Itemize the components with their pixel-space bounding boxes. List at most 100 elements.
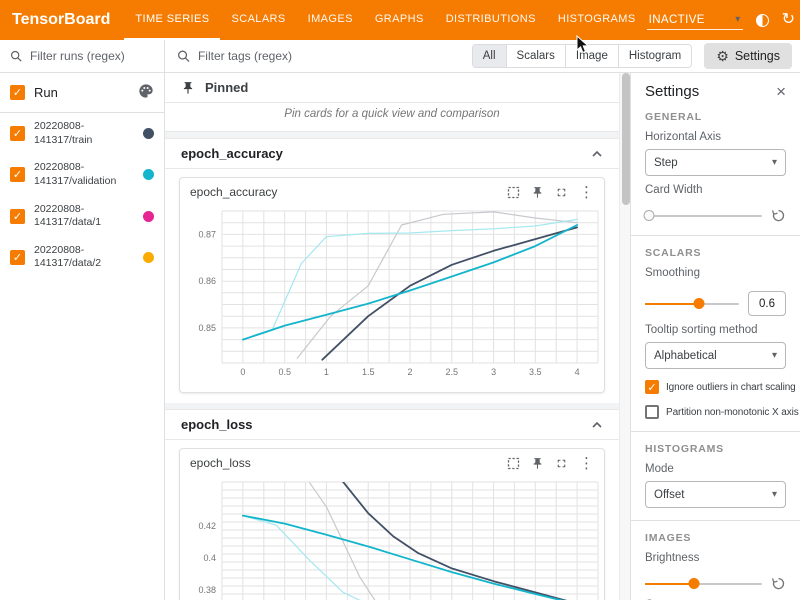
select-all-runs-checkbox[interactable]: ✓: [10, 85, 25, 100]
fullscreen-icon[interactable]: [555, 186, 568, 199]
more-options-icon[interactable]: ⋮: [579, 184, 594, 201]
svg-text:0.5: 0.5: [278, 367, 291, 377]
ignore-outliers-label: Ignore outliers in chart scaling: [666, 381, 796, 393]
tab-scalars[interactable]: SCALARS: [231, 13, 286, 25]
svg-text:0.87: 0.87: [198, 229, 216, 239]
svg-text:1.5: 1.5: [362, 367, 375, 377]
run-row-train[interactable]: ✓ 20220808- 141317/train: [0, 113, 164, 154]
tooltip-sorting-label: Tooltip sorting method: [645, 324, 758, 336]
reload-status-value: INACTIVE: [648, 13, 705, 26]
filter-runs-input[interactable]: [30, 49, 154, 63]
partition-x-axis-label: Partition non-monotonic X axis: [666, 406, 799, 418]
settings-button[interactable]: ⚙ Settings: [704, 43, 792, 69]
epoch-accuracy-card: epoch_accuracy ⋮ 0.85 0.86 0.87 0 0.5 1 1.5 2 2.…: [179, 177, 605, 393]
card-title: epoch_accuracy: [190, 185, 278, 199]
epoch-loss-chart[interactable]: 0.360.380.40.4200.511.522.533.54: [180, 472, 604, 600]
chevron-down-icon: ▾: [771, 157, 777, 168]
svg-text:2.5: 2.5: [446, 367, 459, 377]
chevron-up-icon[interactable]: [591, 150, 603, 158]
run-name: 20220808- 141317/data/2: [34, 243, 102, 270]
svg-text:0.42: 0.42: [198, 521, 216, 531]
card-width-slider[interactable]: [643, 209, 762, 221]
ignore-outliers-checkbox[interactable]: ✓: [645, 380, 659, 394]
fit-domain-icon[interactable]: [507, 457, 520, 470]
run-row-data-2[interactable]: ✓ 20220808- 141317/data/2: [0, 237, 164, 278]
runs-header-label: Run: [34, 85, 58, 100]
smoothing-label: Smoothing: [645, 267, 700, 279]
more-options-icon[interactable]: ⋮: [579, 455, 594, 472]
pinned-empty-message: Pin cards for a quick view and compariso…: [165, 103, 619, 132]
run-checkbox[interactable]: ✓: [10, 249, 25, 265]
app-header: TensorBoard TIME SERIES SCALARS IMAGES G…: [0, 0, 800, 40]
vertical-scrollbar[interactable]: [619, 73, 630, 600]
check-icon: ✓: [12, 87, 23, 99]
palette-icon[interactable]: [138, 83, 154, 102]
check-icon: ✓: [12, 251, 23, 264]
brightness-slider[interactable]: [645, 577, 762, 589]
tab-time-series[interactable]: TIME SERIES: [124, 0, 221, 40]
general-section-heading: GENERAL: [645, 111, 702, 123]
partition-x-axis-checkbox[interactable]: [645, 405, 659, 419]
check-icon: ✓: [647, 381, 657, 394]
reset-icon[interactable]: [771, 576, 786, 591]
run-name: 20220808- 141317/validation: [34, 161, 117, 187]
check-icon: ✓: [12, 169, 23, 182]
section-epoch-loss[interactable]: epoch_loss: [165, 410, 619, 440]
tab-distributions[interactable]: DISTRIBUTIONS: [445, 13, 536, 25]
tags-filter-bar: [177, 49, 464, 63]
tab-histograms[interactable]: HISTOGRAMS: [557, 13, 636, 25]
svg-text:2: 2: [407, 367, 412, 377]
header-actions: INACTIVE ▾ ↻ ⚙ ?: [646, 11, 800, 30]
run-row-data-1[interactable]: ✓ 20220808- 141317/data/1: [0, 196, 164, 237]
fit-domain-icon[interactable]: [507, 186, 520, 199]
filter-image-button[interactable]: Image: [564, 45, 618, 67]
svg-text:0: 0: [240, 367, 245, 377]
refresh-icon[interactable]: ↻: [781, 11, 796, 28]
check-icon: ✓: [12, 210, 23, 223]
search-icon: [178, 50, 190, 63]
pin-icon[interactable]: [531, 186, 544, 199]
reset-icon[interactable]: [771, 208, 786, 223]
pin-icon[interactable]: [531, 457, 544, 470]
cards-scroll-area[interactable]: Pinned Pin cards for a quick view and co…: [165, 73, 619, 600]
settings-panel-title: Settings: [645, 83, 700, 100]
filter-histogram-button[interactable]: Histogram: [617, 45, 692, 67]
svg-text:1: 1: [324, 367, 329, 377]
run-checkbox[interactable]: ✓: [10, 167, 25, 183]
run-checkbox[interactable]: ✓: [10, 208, 25, 224]
runs-header-row: ✓ Run: [0, 73, 164, 113]
scrollbar-thumb[interactable]: [621, 73, 630, 205]
tab-graphs[interactable]: GRAPHS: [374, 13, 424, 25]
run-name: 20220808- 141317/train: [34, 120, 93, 146]
chevron-down-icon: ▾: [771, 489, 777, 500]
section-epoch-accuracy[interactable]: epoch_accuracy: [165, 139, 619, 169]
tab-images[interactable]: IMAGES: [307, 13, 353, 25]
horizontal-axis-label: Horizontal Axis: [645, 131, 722, 143]
run-color-dot: [143, 169, 154, 181]
filter-scalars-button[interactable]: Scalars: [505, 45, 565, 67]
chevron-down-icon: ▾: [771, 350, 777, 361]
chevron-up-icon[interactable]: [591, 421, 603, 429]
filter-all-button[interactable]: All: [472, 45, 506, 67]
run-row-validation[interactable]: ✓ 20220808- 141317/validation: [0, 154, 164, 195]
fullscreen-icon[interactable]: [555, 457, 568, 470]
reload-status-dropdown[interactable]: INACTIVE ▾: [646, 11, 743, 30]
smoothing-slider[interactable]: [645, 297, 739, 309]
run-checkbox[interactable]: ✓: [10, 126, 25, 142]
section-divider: [165, 403, 619, 410]
histogram-mode-select[interactable]: Offset ▾: [645, 481, 786, 508]
filter-tags-input[interactable]: [197, 49, 464, 63]
search-icon: [10, 50, 22, 62]
settings-panel: Settings × GENERAL Horizontal Axis Step …: [630, 73, 800, 600]
svg-text:3: 3: [491, 367, 496, 377]
epoch-accuracy-chart[interactable]: 0.85 0.86 0.87 0 0.5 1 1.5 2 2.5 3 3.5 4: [180, 201, 604, 392]
close-icon[interactable]: ×: [776, 82, 786, 101]
brightness-label: Brightness: [645, 552, 700, 564]
runs-filter-bar: [0, 40, 164, 73]
histogram-mode-label: Mode: [645, 463, 674, 475]
svg-text:0.85: 0.85: [198, 323, 216, 333]
contrast-toggle-icon[interactable]: [755, 13, 769, 27]
smoothing-value-input[interactable]: 0.6: [748, 291, 786, 316]
tooltip-sorting-select[interactable]: Alphabetical ▾: [645, 342, 786, 369]
horizontal-axis-select[interactable]: Step ▾: [645, 149, 786, 176]
